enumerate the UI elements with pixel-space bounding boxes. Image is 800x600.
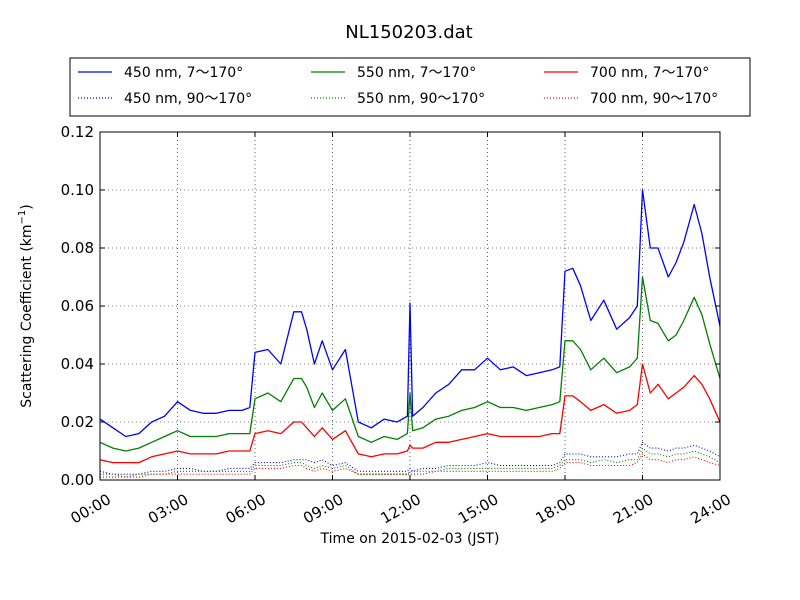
y-tick-label: 0.10 xyxy=(61,181,94,199)
x-tick-label: 21:00 xyxy=(610,490,656,527)
legend-label: 700 nm, 7～170° xyxy=(590,65,709,81)
y-axis-label-sup: −1 xyxy=(17,210,28,225)
legend-box xyxy=(69,57,751,117)
x-tick-label: 24:00 xyxy=(688,490,734,527)
x-tick-label: 06:00 xyxy=(223,490,269,527)
x-tick-label: 18:00 xyxy=(533,490,579,527)
series-line xyxy=(99,441,721,475)
series-line xyxy=(99,276,721,452)
y-axis-label: Scattering Coefficient (km−1) xyxy=(17,204,35,408)
x-tick-label: 09:00 xyxy=(300,490,346,527)
y-tick-label: 0.12 xyxy=(61,123,94,141)
legend-label: 450 nm, 7～170° xyxy=(124,65,243,81)
series-line xyxy=(100,453,721,478)
y-tick-label: 0.06 xyxy=(61,297,94,315)
legend-label: 700 nm, 90～170° xyxy=(590,91,718,107)
y-tick-labels: 0.00 0.02 0.04 0.06 0.08 0.10 0.12 xyxy=(61,123,94,489)
y-tick-label: 0.04 xyxy=(61,355,94,373)
legend-label: 550 nm, 7～170° xyxy=(357,65,476,81)
grid xyxy=(100,132,720,480)
legend-label: 550 nm, 90～170° xyxy=(357,91,485,107)
x-axis-label: Time on 2015-02-03 (JST) xyxy=(320,531,500,547)
x-tick-label: 15:00 xyxy=(455,490,501,527)
x-tick-labels: 00:00 03:00 06:00 09:00 12:00 15:00 18:00 21:00… xyxy=(68,490,734,527)
x-tick-label: 00:00 xyxy=(68,490,114,527)
series-line xyxy=(99,189,721,438)
series-layer xyxy=(99,189,721,478)
y-tick-label: 0.02 xyxy=(61,413,94,431)
y-axis-label-main: Scattering Coefficient (km xyxy=(19,224,35,407)
x-tick-label: 03:00 xyxy=(145,490,191,527)
x-tick-label: 12:00 xyxy=(378,490,424,527)
series-line xyxy=(99,363,721,464)
ticks xyxy=(99,131,721,481)
y-axis-label-close: ) xyxy=(19,204,35,209)
chart-title: NL150203.dat xyxy=(345,22,472,43)
legend: 450 nm, 7～170° 550 nm, 7～170° 700 nm, 7～17… xyxy=(69,57,751,117)
legend-label: 450 nm, 90～170° xyxy=(124,91,252,107)
y-tick-label: 0.08 xyxy=(61,239,94,257)
y-tick-label: 0.00 xyxy=(61,471,94,489)
